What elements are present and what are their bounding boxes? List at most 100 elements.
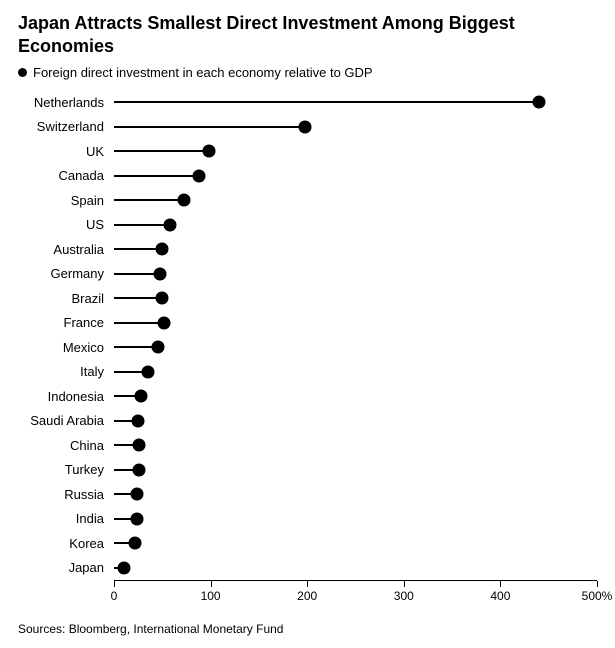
data-row: Russia bbox=[18, 482, 597, 507]
x-tick: 100 bbox=[211, 581, 212, 587]
data-row: Saudi Arabia bbox=[18, 409, 597, 434]
bar-area bbox=[114, 311, 597, 336]
bar-area bbox=[114, 360, 597, 385]
bar-area bbox=[114, 188, 597, 213]
tick-label: 0 bbox=[111, 589, 118, 603]
data-row: Brazil bbox=[18, 286, 597, 311]
lollipop-dot bbox=[133, 463, 146, 476]
tick-mark bbox=[500, 581, 501, 587]
tick-mark bbox=[404, 581, 405, 587]
x-tick: 0 bbox=[114, 581, 115, 587]
bar-area bbox=[114, 335, 597, 360]
bar-area bbox=[114, 115, 597, 140]
lollipop-dot bbox=[135, 390, 148, 403]
lollipop-dot bbox=[156, 243, 169, 256]
y-label: France bbox=[18, 315, 114, 330]
lollipop-dot bbox=[117, 561, 130, 574]
y-label: China bbox=[18, 438, 114, 453]
tick-label: 100 bbox=[201, 589, 221, 603]
tick-mark bbox=[114, 581, 115, 587]
data-row: US bbox=[18, 213, 597, 238]
tick-mark bbox=[597, 581, 598, 587]
lollipop-stem bbox=[114, 224, 170, 226]
bar-area bbox=[114, 507, 597, 532]
legend-dot-icon bbox=[18, 68, 27, 77]
bar-area bbox=[114, 90, 597, 115]
y-label: Russia bbox=[18, 487, 114, 502]
data-row: Turkey bbox=[18, 458, 597, 483]
tick-label: 200 bbox=[297, 589, 317, 603]
y-label: Switzerland bbox=[18, 119, 114, 134]
data-row: France bbox=[18, 311, 597, 336]
y-label: Spain bbox=[18, 193, 114, 208]
y-label: Saudi Arabia bbox=[18, 413, 114, 428]
source-text: Sources: Bloomberg, International Moneta… bbox=[18, 622, 597, 636]
y-label: Netherlands bbox=[18, 95, 114, 110]
data-row: Korea bbox=[18, 531, 597, 556]
y-label: UK bbox=[18, 144, 114, 159]
tick-label: 300 bbox=[394, 589, 414, 603]
data-row: China bbox=[18, 433, 597, 458]
y-label: US bbox=[18, 217, 114, 232]
legend-text: Foreign direct investment in each econom… bbox=[33, 65, 373, 80]
bar-area bbox=[114, 164, 597, 189]
lollipop-dot bbox=[202, 145, 215, 158]
y-label: Turkey bbox=[18, 462, 114, 477]
lollipop-dot bbox=[132, 414, 145, 427]
y-label: Canada bbox=[18, 168, 114, 183]
bar-area bbox=[114, 213, 597, 238]
y-label: India bbox=[18, 511, 114, 526]
data-row: Australia bbox=[18, 237, 597, 262]
chart-legend: Foreign direct investment in each econom… bbox=[18, 65, 597, 80]
bar-area bbox=[114, 286, 597, 311]
data-row: Canada bbox=[18, 164, 597, 189]
data-row: India bbox=[18, 507, 597, 532]
axis-area: 0100200300400500% bbox=[114, 580, 597, 610]
data-row: Switzerland bbox=[18, 115, 597, 140]
x-axis: 0100200300400500% bbox=[18, 580, 597, 610]
lollipop-stem bbox=[114, 175, 199, 177]
lollipop-dot bbox=[533, 96, 546, 109]
lollipop-dot bbox=[177, 194, 190, 207]
y-label: Indonesia bbox=[18, 389, 114, 404]
x-tick: 200 bbox=[307, 581, 308, 587]
lollipop-stem bbox=[114, 150, 209, 152]
bar-area bbox=[114, 433, 597, 458]
plot-area: Netherlands Switzerland UK Canada Spain US Aus… bbox=[18, 90, 597, 580]
bar-area bbox=[114, 262, 597, 287]
lollipop-stem bbox=[114, 101, 539, 103]
lollipop-dot bbox=[131, 488, 144, 501]
lollipop-dot bbox=[133, 439, 146, 452]
y-label: Korea bbox=[18, 536, 114, 551]
chart-title: Japan Attracts Smallest Direct Investmen… bbox=[18, 12, 597, 57]
tick-label: 500% bbox=[582, 589, 613, 603]
data-row: Japan bbox=[18, 556, 597, 581]
lollipop-dot bbox=[141, 365, 154, 378]
tick-mark bbox=[211, 581, 212, 587]
lollipop-dot bbox=[129, 537, 142, 550]
bar-area bbox=[114, 139, 597, 164]
bar-area bbox=[114, 556, 597, 581]
y-label: Italy bbox=[18, 364, 114, 379]
tick-label: 400 bbox=[490, 589, 510, 603]
lollipop-dot bbox=[154, 267, 167, 280]
y-label: Australia bbox=[18, 242, 114, 257]
lollipop-dot bbox=[131, 512, 144, 525]
bar-area bbox=[114, 482, 597, 507]
bar-area bbox=[114, 458, 597, 483]
y-label: Germany bbox=[18, 266, 114, 281]
bar-area bbox=[114, 531, 597, 556]
data-row: Mexico bbox=[18, 335, 597, 360]
data-row: Indonesia bbox=[18, 384, 597, 409]
lollipop-dot bbox=[156, 292, 169, 305]
axis-spacer bbox=[18, 580, 114, 610]
lollipop-stem bbox=[114, 126, 305, 128]
data-row: Germany bbox=[18, 262, 597, 287]
y-label: Mexico bbox=[18, 340, 114, 355]
data-row: Italy bbox=[18, 360, 597, 385]
lollipop-stem bbox=[114, 199, 184, 201]
data-row: UK bbox=[18, 139, 597, 164]
lollipop-dot bbox=[299, 120, 312, 133]
data-row: Netherlands bbox=[18, 90, 597, 115]
bar-area bbox=[114, 384, 597, 409]
